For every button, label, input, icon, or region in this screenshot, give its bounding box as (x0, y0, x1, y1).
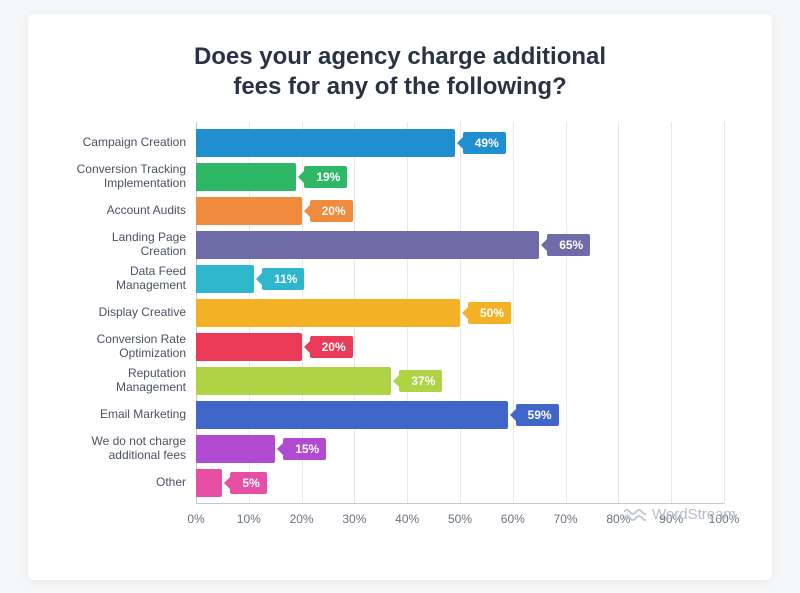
category-label: Email Marketing (66, 408, 186, 422)
value-flag: 20% (310, 336, 353, 358)
bar (196, 299, 460, 327)
value-label: 50% (480, 306, 504, 320)
x-tick-label: 30% (342, 512, 366, 526)
value-flag: 50% (468, 302, 511, 324)
x-tick-label: 50% (448, 512, 472, 526)
x-tick-label: 20% (290, 512, 314, 526)
value-label: 15% (295, 442, 319, 456)
bar (196, 469, 222, 497)
value-label: 19% (316, 170, 340, 184)
bar (196, 333, 302, 361)
value-flag: 19% (304, 166, 347, 188)
value-flag: 20% (310, 200, 353, 222)
category-label: Data FeedManagement (66, 265, 186, 293)
bar-row: Display Creative50% (196, 296, 724, 330)
wordstream-logo: WordStream (624, 506, 736, 523)
category-label: Account Audits (66, 204, 186, 218)
bar-row: Conversion TrackingImplementation19% (196, 160, 724, 194)
value-label: 59% (528, 408, 552, 422)
value-label: 20% (322, 204, 346, 218)
bar-row: We do not chargeadditional fees15% (196, 432, 724, 466)
category-label: Display Creative (66, 306, 186, 320)
bar (196, 231, 539, 259)
bar (196, 197, 302, 225)
chart-card: Does your agency charge additional fees f… (28, 14, 772, 580)
value-label: 20% (322, 340, 346, 354)
bar (196, 265, 254, 293)
x-tick-label: 60% (501, 512, 525, 526)
category-label: Conversion TrackingImplementation (66, 163, 186, 191)
bar (196, 401, 508, 429)
bar (196, 435, 275, 463)
value-flag: 37% (399, 370, 442, 392)
value-flag: 49% (463, 132, 506, 154)
bar-row: ReputationManagement37% (196, 364, 724, 398)
bar (196, 129, 455, 157)
bar-row: Campaign Creation49% (196, 126, 724, 160)
chart-title: Does your agency charge additional fees f… (28, 14, 772, 110)
bar-chart: 0%10%20%30%40%50%60%70%80%90%100%Campaig… (66, 122, 734, 536)
value-label: 11% (274, 272, 297, 286)
category-label: Other (66, 476, 186, 490)
bar-row: Conversion RateOptimization20% (196, 330, 724, 364)
category-label: ReputationManagement (66, 367, 186, 395)
value-label: 49% (475, 136, 499, 150)
x-tick-label: 70% (554, 512, 578, 526)
title-line: Does your agency charge additional (194, 43, 606, 70)
bar-row: Email Marketing59% (196, 398, 724, 432)
bar-row: Account Audits20% (196, 194, 724, 228)
brand-text: WordStream (652, 506, 736, 523)
category-label: Landing Page Creation (66, 231, 186, 259)
category-label: Campaign Creation (66, 136, 186, 150)
value-label: 65% (559, 238, 583, 252)
category-label: We do not chargeadditional fees (66, 435, 186, 463)
title-line: fees for any of the following? (233, 73, 566, 100)
plot-area: 0%10%20%30%40%50%60%70%80%90%100%Campaig… (196, 122, 724, 504)
value-label: 37% (411, 374, 435, 388)
value-flag: 11% (262, 268, 304, 290)
value-flag: 15% (283, 438, 326, 460)
bar (196, 163, 296, 191)
grid-line (724, 122, 725, 504)
x-tick-label: 10% (237, 512, 261, 526)
x-axis (196, 503, 724, 504)
bar-row: Data FeedManagement11% (196, 262, 724, 296)
value-flag: 65% (547, 234, 590, 256)
value-flag: 5% (230, 472, 266, 494)
category-label: Conversion RateOptimization (66, 333, 186, 361)
value-label: 5% (242, 476, 259, 490)
x-tick-label: 0% (187, 512, 204, 526)
x-tick-label: 40% (395, 512, 419, 526)
bar-row: Landing Page Creation65% (196, 228, 724, 262)
value-flag: 59% (516, 404, 559, 426)
wave-icon (624, 508, 646, 522)
bar-row: Other5% (196, 466, 724, 500)
bar (196, 367, 391, 395)
